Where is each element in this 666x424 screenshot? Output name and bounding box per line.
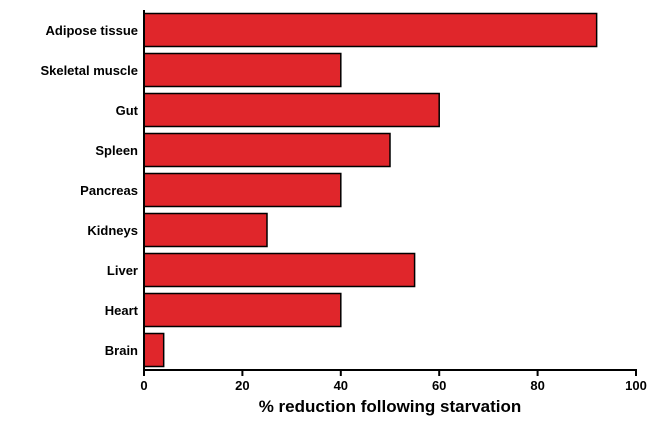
x-tick-label-0: 0: [140, 378, 147, 393]
bar-skeletal-muscle: [143, 52, 342, 88]
category-label-brain: Brain: [105, 343, 138, 358]
x-tick-label-80: 80: [530, 378, 544, 393]
bar-pancreas: [143, 172, 342, 208]
bar-liver: [143, 252, 416, 288]
category-label-spleen: Spleen: [95, 143, 138, 158]
category-label-pancreas: Pancreas: [80, 183, 138, 198]
bar-spleen: [143, 132, 391, 168]
x-tick-label-60: 60: [432, 378, 446, 393]
category-label-adipose-tissue: Adipose tissue: [46, 23, 138, 38]
x-axis-ticks: 0 20 40 60 80 100: [140, 370, 647, 393]
category-label-liver: Liver: [107, 263, 138, 278]
category-label-gut: Gut: [116, 103, 139, 118]
x-tick-label-20: 20: [235, 378, 249, 393]
category-labels: Adipose tissue Skeletal muscle Gut Spleen Pa…: [40, 23, 138, 358]
x-axis-title: % reduction following starvation: [259, 397, 522, 416]
bar-heart: [143, 292, 342, 328]
x-tick-label-100: 100: [625, 378, 647, 393]
category-label-skeletal-muscle: Skeletal muscle: [40, 63, 138, 78]
category-label-heart: Heart: [105, 303, 139, 318]
bars-group: [143, 12, 598, 368]
bar-adipose-tissue: [143, 12, 598, 48]
category-label-kidneys: Kidneys: [87, 223, 138, 238]
bar-kidneys: [143, 212, 268, 248]
bar-brain: [143, 332, 165, 368]
x-tick-label-40: 40: [334, 378, 348, 393]
bar-gut: [143, 92, 440, 128]
